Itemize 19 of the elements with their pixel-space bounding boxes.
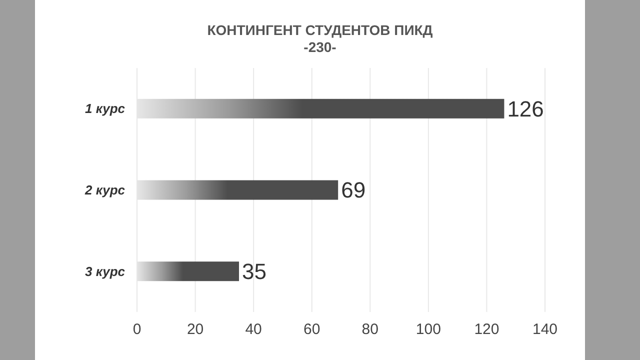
x-tick-label: 0 [132, 321, 142, 338]
chart-title: КОНТИНГЕНТ СТУДЕНТОВ ПИКД [207, 22, 433, 38]
x-tick-label: 100 [416, 321, 441, 338]
x-tick-label: 80 [362, 321, 378, 338]
x-tick-label: 120 [474, 321, 500, 338]
bar [137, 262, 239, 282]
bar [137, 98, 504, 118]
data-label: 126 [507, 96, 544, 122]
chart-subtitle: -230- [304, 39, 337, 55]
x-tick-label: 140 [532, 321, 558, 338]
y-tick-label: 1 курс [85, 101, 126, 116]
x-tick-label: 20 [186, 321, 204, 338]
x-tick-label: 40 [245, 321, 262, 338]
x-tick-label: 60 [304, 321, 320, 338]
y-tick-label: 2 курс [84, 182, 126, 198]
bar [137, 180, 338, 200]
data-label: 69 [341, 178, 366, 203]
data-label: 35 [242, 259, 266, 284]
y-tick-label: 3 курс [85, 264, 126, 279]
